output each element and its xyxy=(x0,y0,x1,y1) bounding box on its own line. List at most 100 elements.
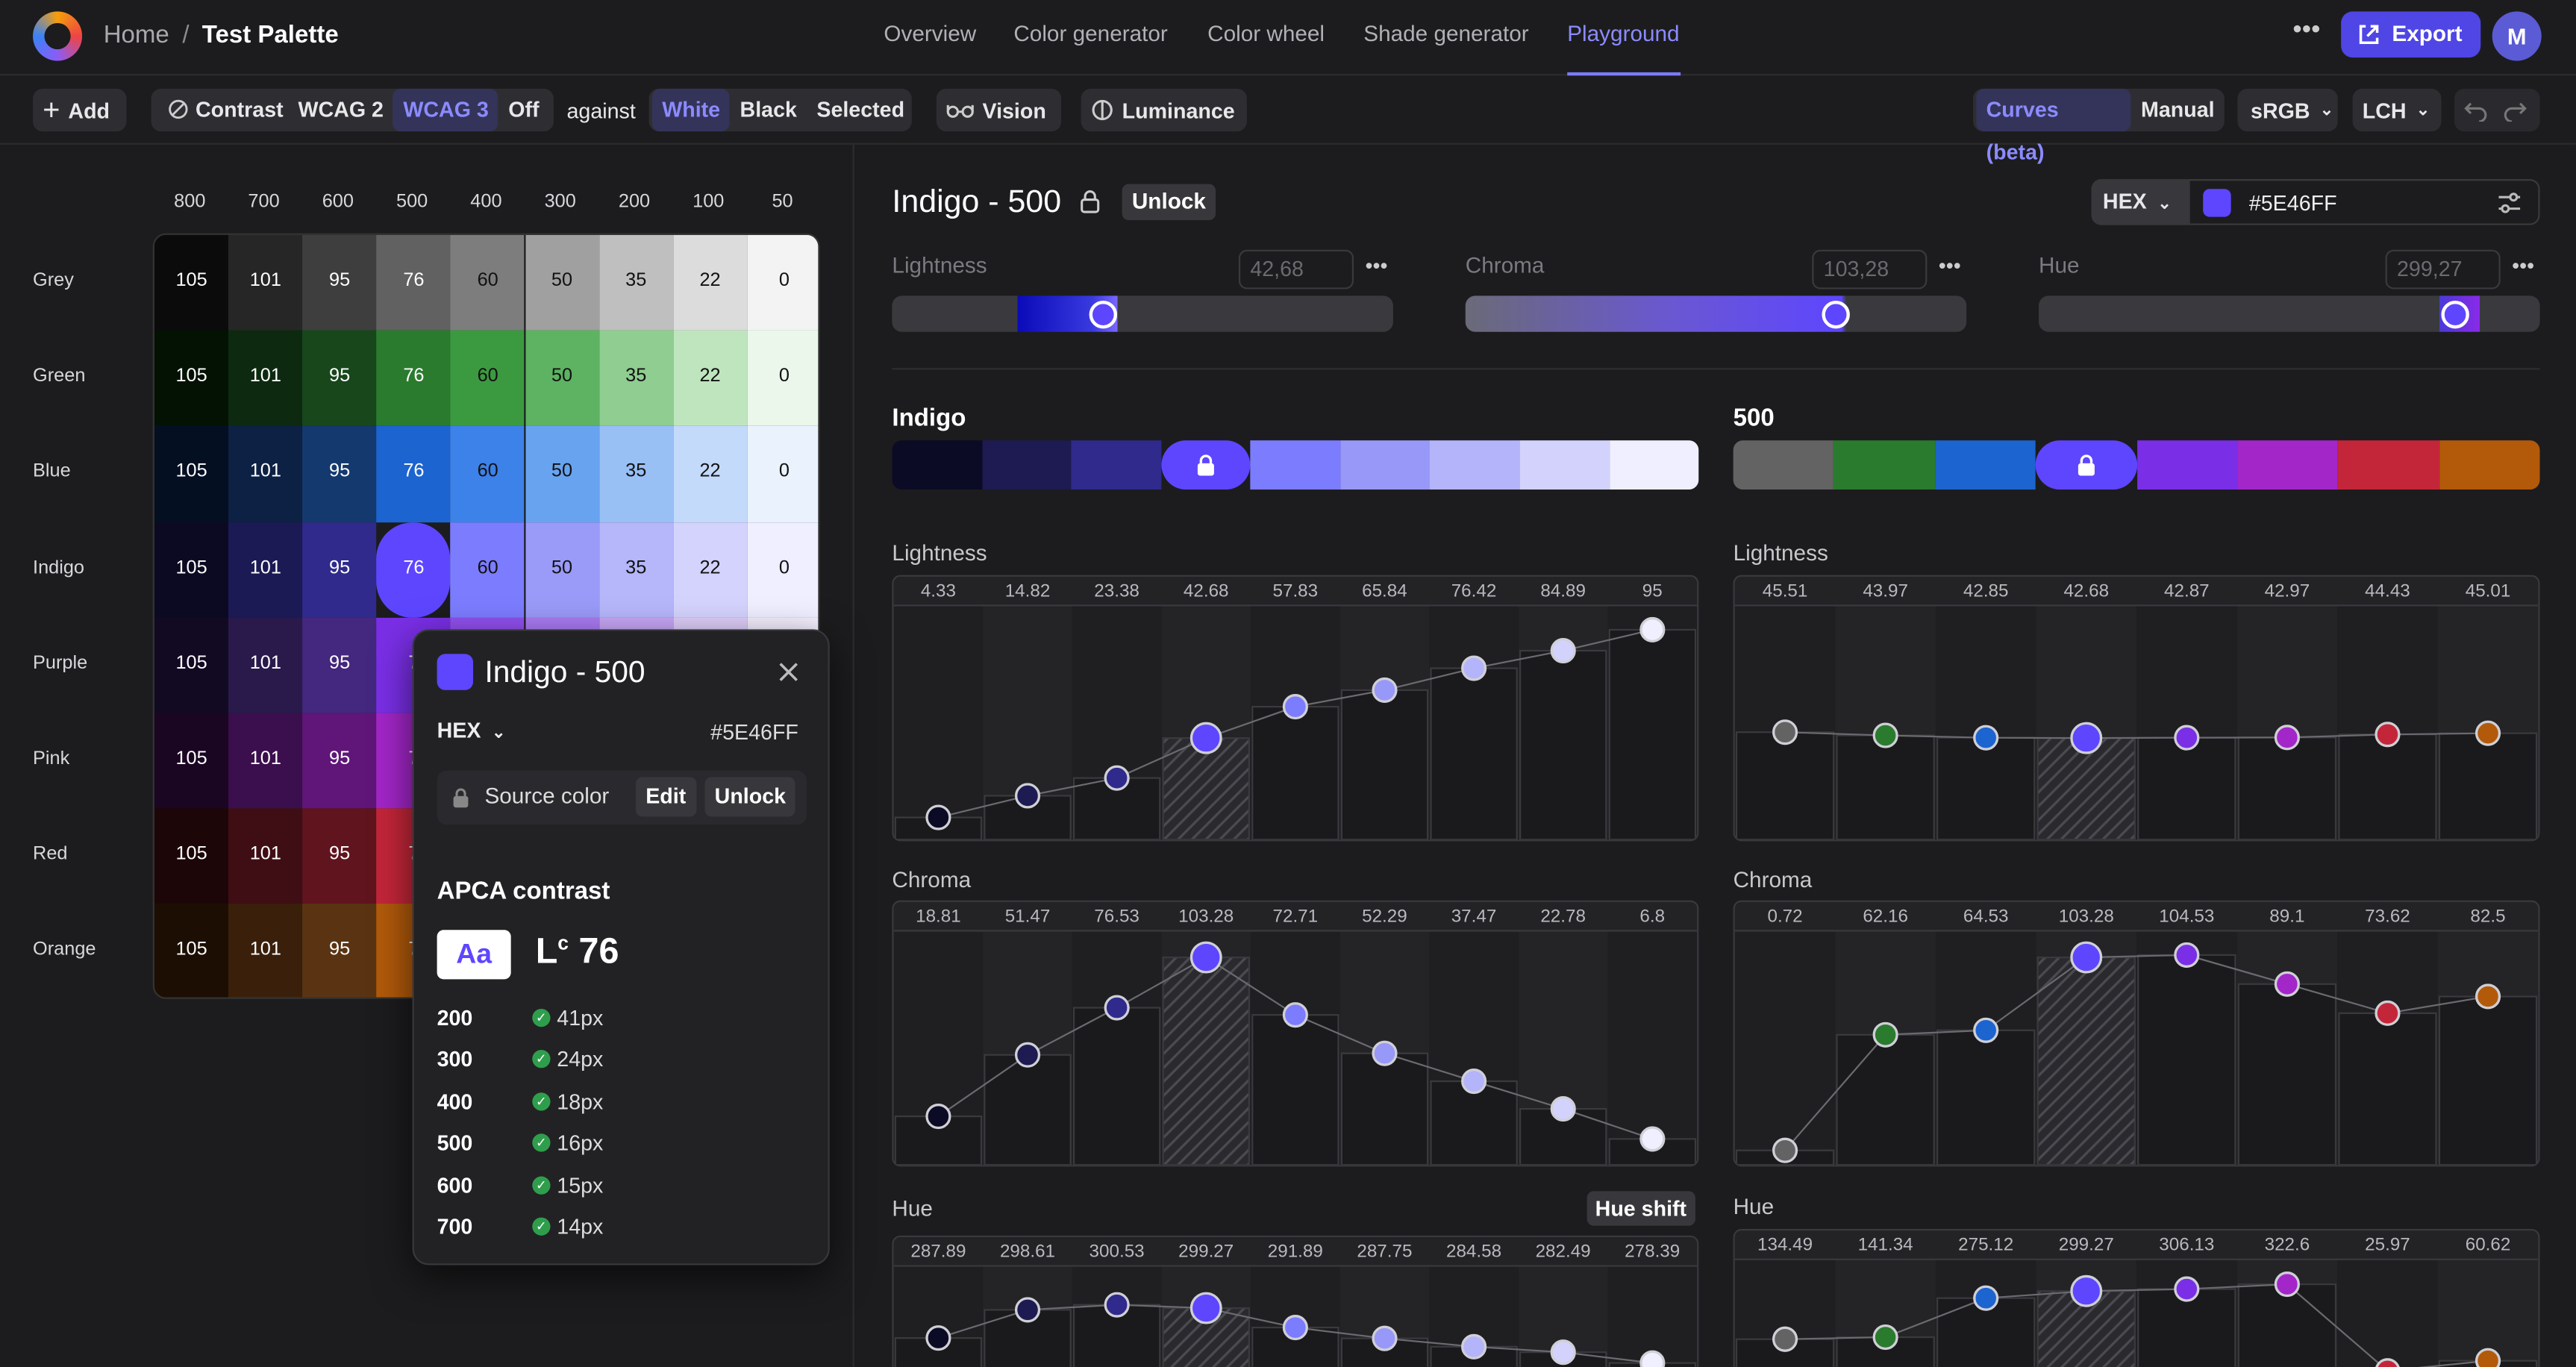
lightness-input[interactable]: 42,68 xyxy=(1238,249,1354,290)
indigo-scale-swatch[interactable] xyxy=(1160,440,1251,490)
palette-swatch[interactable]: 101 xyxy=(228,713,303,809)
palette-swatch[interactable]: 35 xyxy=(598,330,673,427)
curve-point[interactable] xyxy=(1104,765,1130,791)
chroma-slider-handle[interactable] xyxy=(1822,299,1851,328)
curve-point[interactable] xyxy=(1772,719,1798,745)
lightness-more-icon[interactable]: ••• xyxy=(1365,253,1388,278)
curve-point[interactable] xyxy=(1189,1292,1222,1324)
curve-point[interactable] xyxy=(2174,1276,2200,1302)
curve-point[interactable] xyxy=(2174,725,2200,751)
unlock-source-button[interactable]: Unlock xyxy=(704,777,796,817)
contrast-toggle[interactable]: Contrast xyxy=(157,89,288,131)
hex-input[interactable]: #5E46FF xyxy=(2188,179,2540,225)
palette-swatch[interactable]: 35 xyxy=(598,234,673,331)
shade-500-swatch[interactable] xyxy=(2035,440,2137,490)
target-white-option[interactable]: White xyxy=(651,88,731,132)
palette-swatch[interactable]: 105 xyxy=(154,522,229,618)
chroma-slider[interactable] xyxy=(1465,295,1967,332)
palette-swatch[interactable]: 0 xyxy=(747,234,819,331)
curve-point[interactable] xyxy=(1014,783,1041,809)
indigo-scale-swatch[interactable] xyxy=(1250,440,1341,490)
palette-swatch[interactable]: 35 xyxy=(598,522,673,618)
sliders-icon[interactable] xyxy=(2497,193,2522,214)
palette-swatch[interactable]: 101 xyxy=(228,234,303,331)
contrast-off-option[interactable]: Off xyxy=(508,96,540,122)
curve-point[interactable] xyxy=(1189,722,1222,754)
curve-point[interactable] xyxy=(2274,971,2300,997)
curve-point[interactable] xyxy=(1104,995,1130,1021)
curve-point[interactable] xyxy=(1372,1040,1398,1066)
export-button[interactable]: Export xyxy=(2341,11,2481,58)
popup-hex-value[interactable]: #5E46FF xyxy=(710,719,798,745)
palette-swatch[interactable]: 105 xyxy=(154,808,229,904)
right-hue-curve[interactable]: 134.49 141.34 275.12 299.27 306.13 322.6 25.97… xyxy=(1733,1229,2540,1367)
right-lightness-curve[interactable]: 45.51 43.97 42.85 42.68 42.87 42.97 44.43 45.01 xyxy=(1733,575,2540,842)
curve-point[interactable] xyxy=(2475,1348,2501,1367)
left-lightness-curve[interactable]: 4.33 14.82 23.38 42.68 57.83 65.84 76.42 84.89 9… xyxy=(892,575,1699,842)
curve-point[interactable] xyxy=(1014,1297,1041,1323)
curve-point[interactable] xyxy=(1282,1002,1308,1028)
palette-swatch[interactable]: 101 xyxy=(228,522,303,618)
add-button[interactable]: + Add xyxy=(33,88,127,132)
palette-swatch[interactable]: 60 xyxy=(451,234,525,331)
palette-swatch[interactable]: 0 xyxy=(747,522,819,618)
curve-point[interactable] xyxy=(1282,694,1308,720)
redo-icon[interactable] xyxy=(2502,98,2528,122)
curve-point[interactable] xyxy=(1772,1137,1798,1163)
editor-unlock-button[interactable]: Unlock xyxy=(1122,184,1216,221)
palette-swatch[interactable]: 76 xyxy=(376,522,451,618)
indigo-scale-swatch[interactable] xyxy=(1071,440,1161,490)
palette-swatch[interactable]: 50 xyxy=(525,522,599,618)
more-menu-icon[interactable]: ••• xyxy=(2292,16,2321,45)
palette-swatch[interactable]: 95 xyxy=(302,330,377,427)
palette-swatch[interactable]: 76 xyxy=(376,426,451,522)
curve-point[interactable] xyxy=(2475,720,2501,746)
palette-swatch[interactable]: 95 xyxy=(302,522,377,618)
vision-button[interactable]: Vision xyxy=(936,88,1062,132)
close-icon[interactable] xyxy=(777,660,800,684)
curve-point[interactable] xyxy=(1461,655,1487,681)
gamut-select[interactable]: sRGB ⌄ xyxy=(2237,88,2338,132)
curve-point[interactable] xyxy=(1973,1017,1999,1043)
palette-swatch[interactable]: 101 xyxy=(228,904,303,998)
curve-point[interactable] xyxy=(1550,1339,1576,1366)
palette-swatch[interactable]: 105 xyxy=(154,426,229,522)
palette-swatch[interactable]: 0 xyxy=(747,426,819,522)
hue-slider[interactable] xyxy=(2039,295,2540,332)
indigo-scale-swatch[interactable] xyxy=(1609,440,1699,490)
palette-swatch[interactable]: 105 xyxy=(154,234,229,331)
palette-swatch[interactable]: 101 xyxy=(228,808,303,904)
manual-option[interactable]: Manual xyxy=(2141,96,2215,122)
curve-point[interactable] xyxy=(1973,725,1999,751)
curve-point[interactable] xyxy=(1872,1022,1898,1048)
wcag3-option[interactable]: WCAG 3 xyxy=(393,88,499,132)
curve-point[interactable] xyxy=(1372,677,1398,703)
luminance-button[interactable]: Luminance xyxy=(1081,88,1247,132)
palette-swatch[interactable]: 22 xyxy=(672,522,748,618)
palette-swatch[interactable]: 101 xyxy=(228,426,303,522)
left-chroma-curve[interactable]: 18.81 51.47 76.53 103.28 72.71 52.29 37.47 22.7… xyxy=(892,900,1699,1167)
curve-point[interactable] xyxy=(925,1325,951,1351)
lightness-slider-handle[interactable] xyxy=(1088,299,1117,328)
curve-point[interactable] xyxy=(2475,983,2501,1010)
palette-swatch[interactable]: 95 xyxy=(302,234,377,331)
palette-swatch[interactable]: 95 xyxy=(302,904,377,998)
curve-point[interactable] xyxy=(1872,722,1898,748)
curve-point[interactable] xyxy=(2070,722,2103,754)
shade-500-swatch[interactable] xyxy=(2136,440,2238,490)
nav-color-wheel[interactable]: Color wheel xyxy=(1207,21,1325,46)
curve-point[interactable] xyxy=(2375,1358,2400,1367)
popup-format-select[interactable]: HEX ⌄ xyxy=(437,718,506,742)
curve-point[interactable] xyxy=(1639,1126,1666,1152)
curve-point[interactable] xyxy=(2174,942,2200,968)
hue-shift-button[interactable]: Hue shift xyxy=(1586,1191,1695,1226)
wcag2-option[interactable]: WCAG 2 xyxy=(298,96,384,122)
left-hue-curve[interactable]: 287.89 298.61 300.53 299.27 291.89 287.75 284.… xyxy=(892,1235,1699,1367)
target-black-option[interactable]: Black xyxy=(740,96,797,122)
palette-swatch[interactable]: 76 xyxy=(376,330,451,427)
shade-500-swatch[interactable] xyxy=(1934,440,2036,490)
curve-point[interactable] xyxy=(2274,725,2300,751)
palette-swatch[interactable]: 22 xyxy=(672,234,748,331)
indigo-scale-swatch[interactable] xyxy=(981,440,1072,490)
indigo-scale-swatch[interactable] xyxy=(1519,440,1610,490)
